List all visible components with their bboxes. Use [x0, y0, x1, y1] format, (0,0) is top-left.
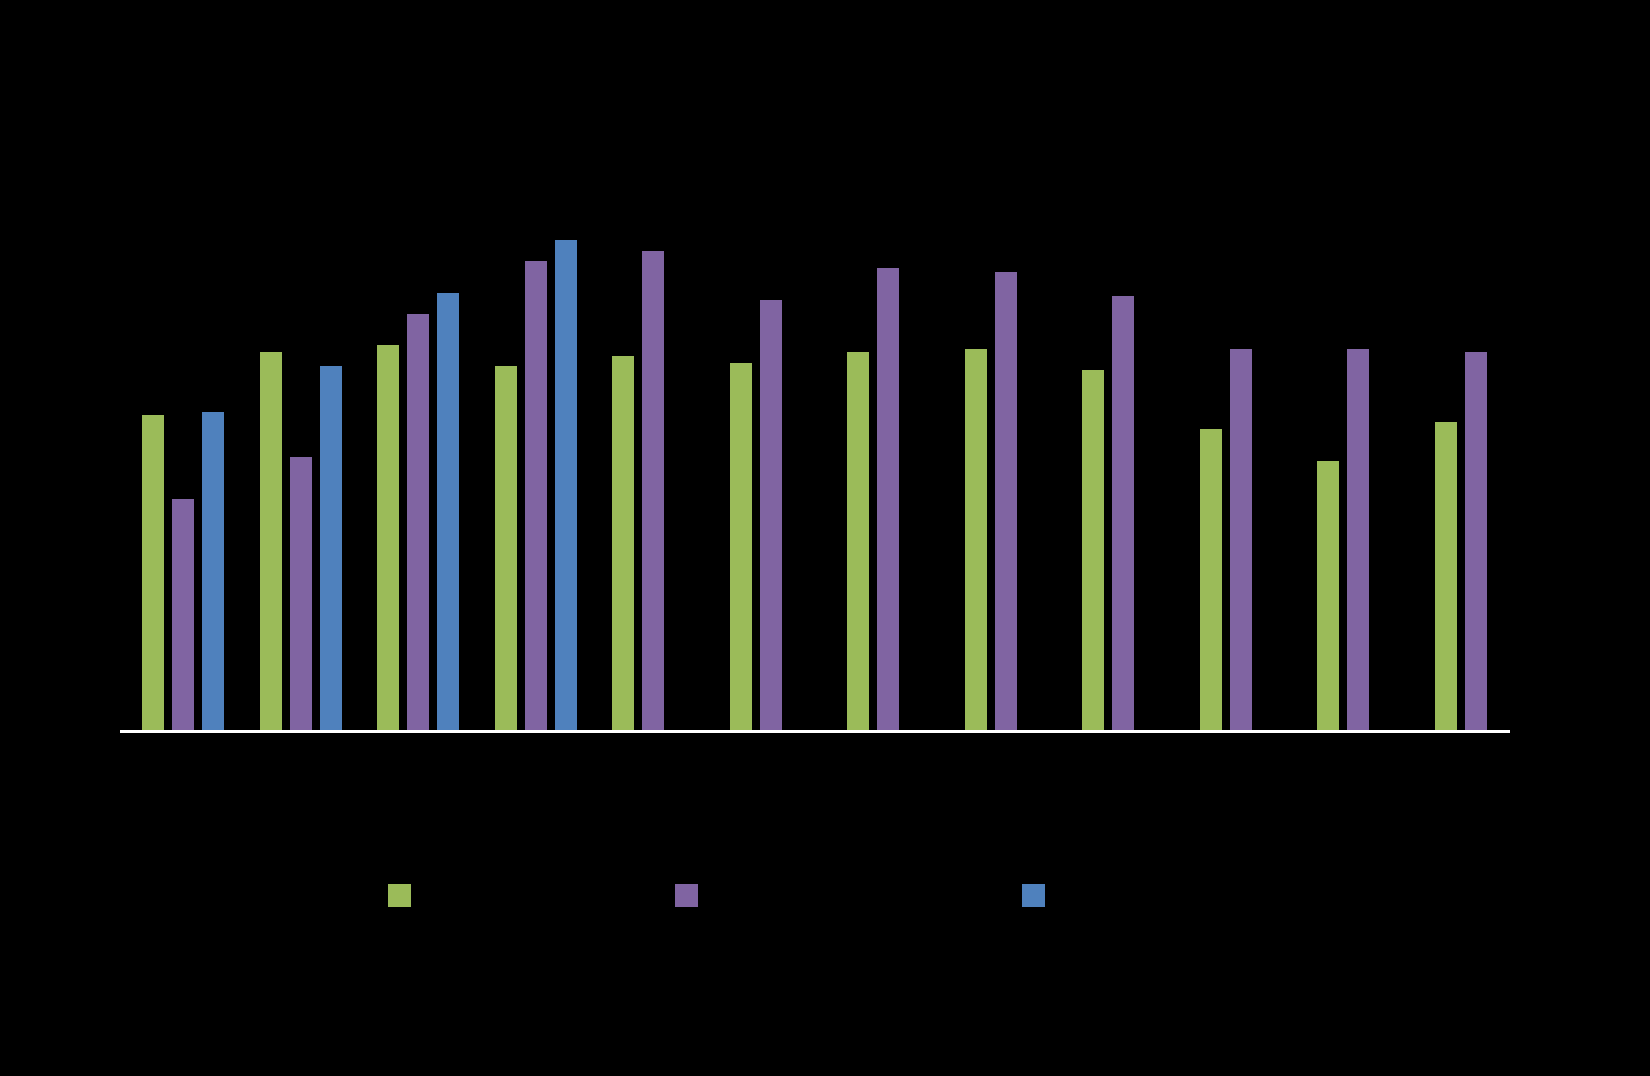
bar[interactable]	[847, 352, 869, 730]
bar[interactable]	[172, 499, 194, 730]
bar[interactable]	[202, 411, 224, 730]
bar-group	[1082, 30, 1134, 730]
chart-legend	[0, 880, 1650, 920]
bar[interactable]	[494, 366, 517, 730]
bar[interactable]	[729, 362, 752, 730]
plot-area	[120, 30, 1520, 730]
bar[interactable]	[642, 250, 664, 730]
bar[interactable]	[1229, 348, 1252, 730]
bar[interactable]	[1317, 460, 1339, 730]
bar[interactable]	[377, 345, 399, 730]
bar[interactable]	[964, 348, 987, 730]
bar[interactable]	[524, 261, 547, 730]
bar[interactable]	[1112, 296, 1134, 730]
bar-group	[494, 30, 577, 730]
bar-group	[612, 30, 664, 730]
bar[interactable]	[1464, 352, 1487, 730]
legend-entry-series-1[interactable]	[388, 880, 423, 910]
bar-group	[729, 30, 782, 730]
bar[interactable]	[1347, 348, 1369, 730]
legend-swatch-green-icon	[388, 883, 411, 907]
bar[interactable]	[142, 415, 164, 730]
bar-group	[377, 30, 459, 730]
bar-group	[1317, 30, 1369, 730]
legend-swatch-purple-icon	[675, 883, 698, 907]
bar[interactable]	[407, 313, 429, 730]
bar[interactable]	[437, 292, 459, 730]
bar-group	[259, 30, 342, 730]
legend-entry-series-3[interactable]	[1022, 880, 1057, 910]
bar[interactable]	[612, 355, 634, 730]
legend-entry-series-2[interactable]	[675, 880, 710, 910]
bar-group	[1199, 30, 1252, 730]
bar[interactable]	[994, 271, 1017, 730]
x-axis-line	[120, 730, 1510, 733]
bar-group	[1434, 30, 1487, 730]
bar[interactable]	[759, 299, 782, 730]
bar[interactable]	[289, 457, 312, 730]
bar[interactable]	[554, 240, 577, 730]
bar[interactable]	[877, 268, 899, 730]
bar[interactable]	[1199, 429, 1222, 730]
bar-group	[847, 30, 899, 730]
bar[interactable]	[259, 352, 282, 730]
bar-group	[964, 30, 1017, 730]
bar[interactable]	[1082, 369, 1104, 730]
bar[interactable]	[319, 366, 342, 730]
legend-swatch-blue-icon	[1022, 883, 1045, 907]
bar-group	[142, 30, 224, 730]
bar[interactable]	[1434, 422, 1457, 730]
